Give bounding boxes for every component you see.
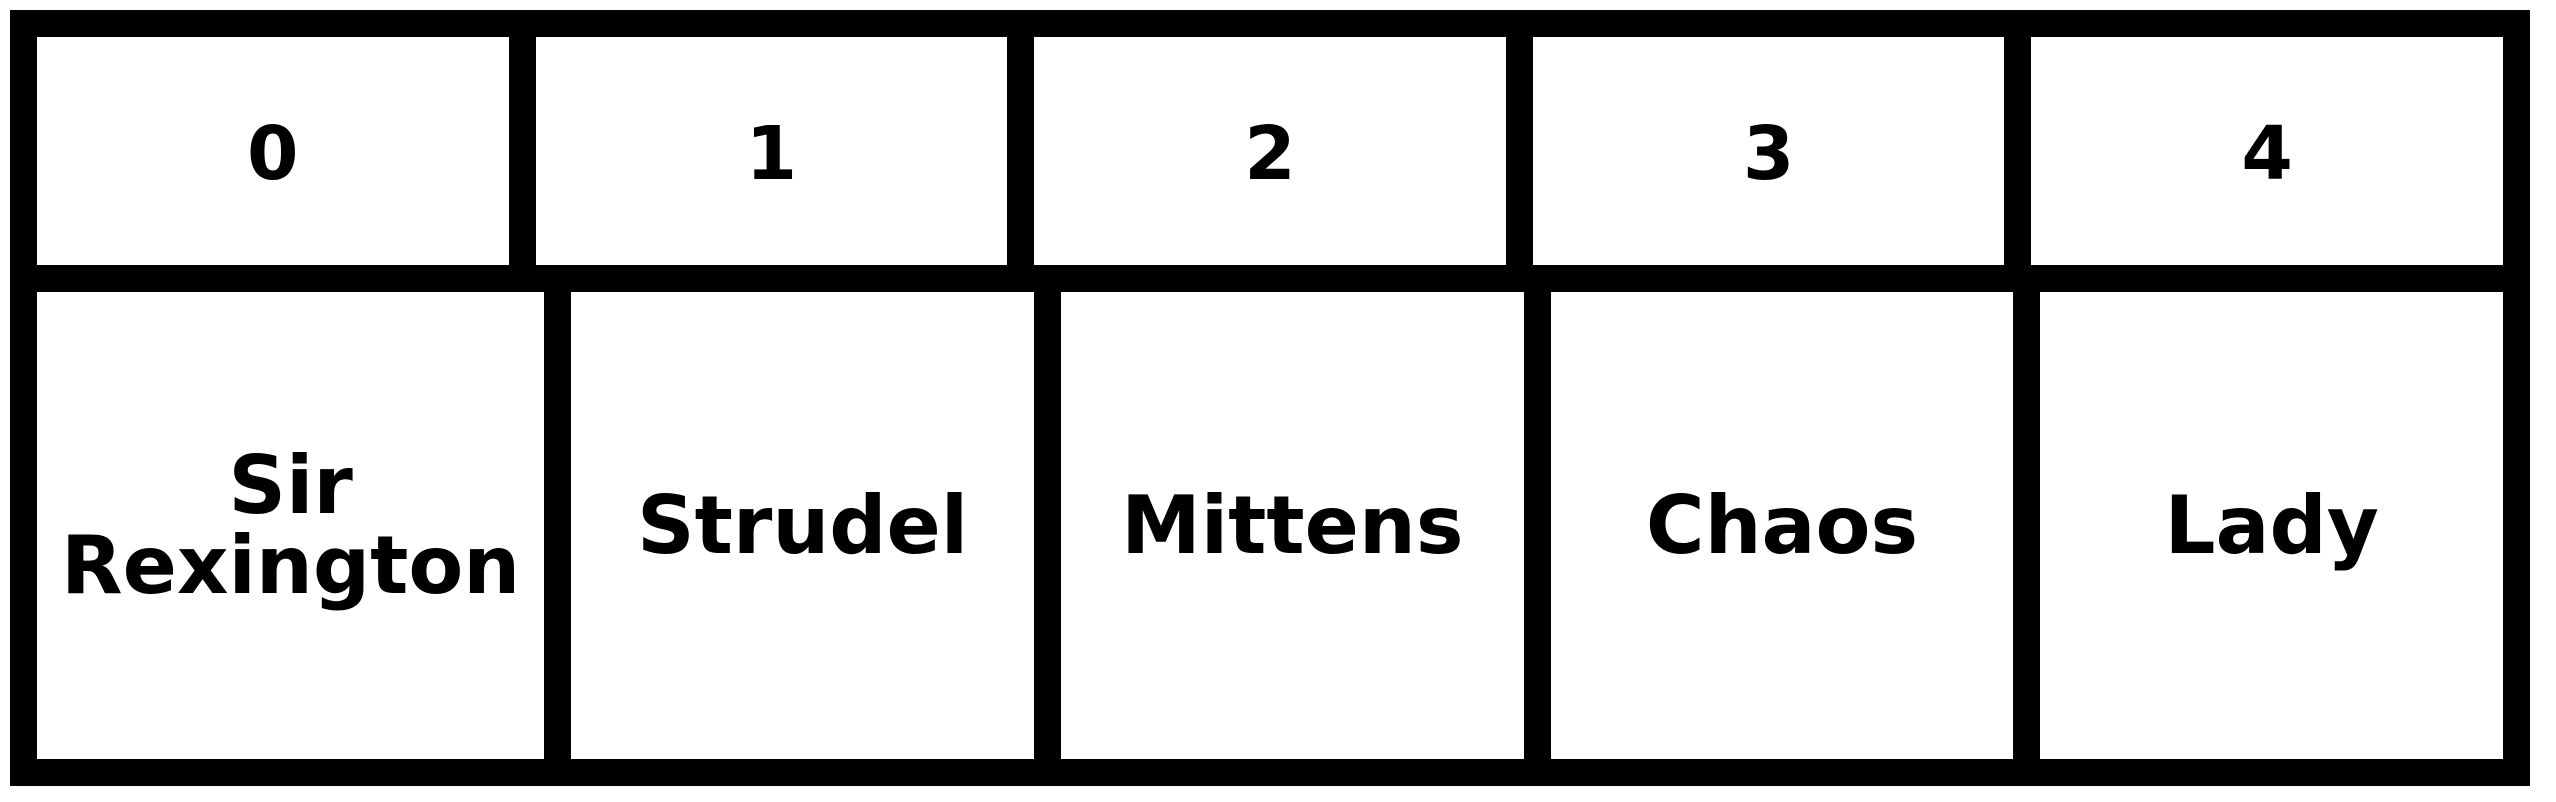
value-cell-4: Lady xyxy=(2013,265,2531,786)
value-cell-0: Sir Rexington xyxy=(10,265,545,786)
value-cell-3: Chaos xyxy=(1523,265,2014,786)
value-row: Sir Rexington Strudel Mittens Chaos Lady xyxy=(10,265,2531,786)
value-cell-2: Mittens xyxy=(1033,265,1524,786)
index-cell-1: 1 xyxy=(508,10,1008,265)
value-cell-1: Strudel xyxy=(544,265,1034,786)
index-cell-4: 4 xyxy=(2004,10,2530,265)
index-cell-3: 3 xyxy=(1505,10,2005,265)
array-diagram: 0 1 2 3 4 Sir Rexington Strudel Mittens … xyxy=(10,10,2531,786)
index-cell-2: 2 xyxy=(1007,10,1506,265)
index-row: 0 1 2 3 4 xyxy=(10,10,2530,265)
index-cell-0: 0 xyxy=(10,10,509,265)
